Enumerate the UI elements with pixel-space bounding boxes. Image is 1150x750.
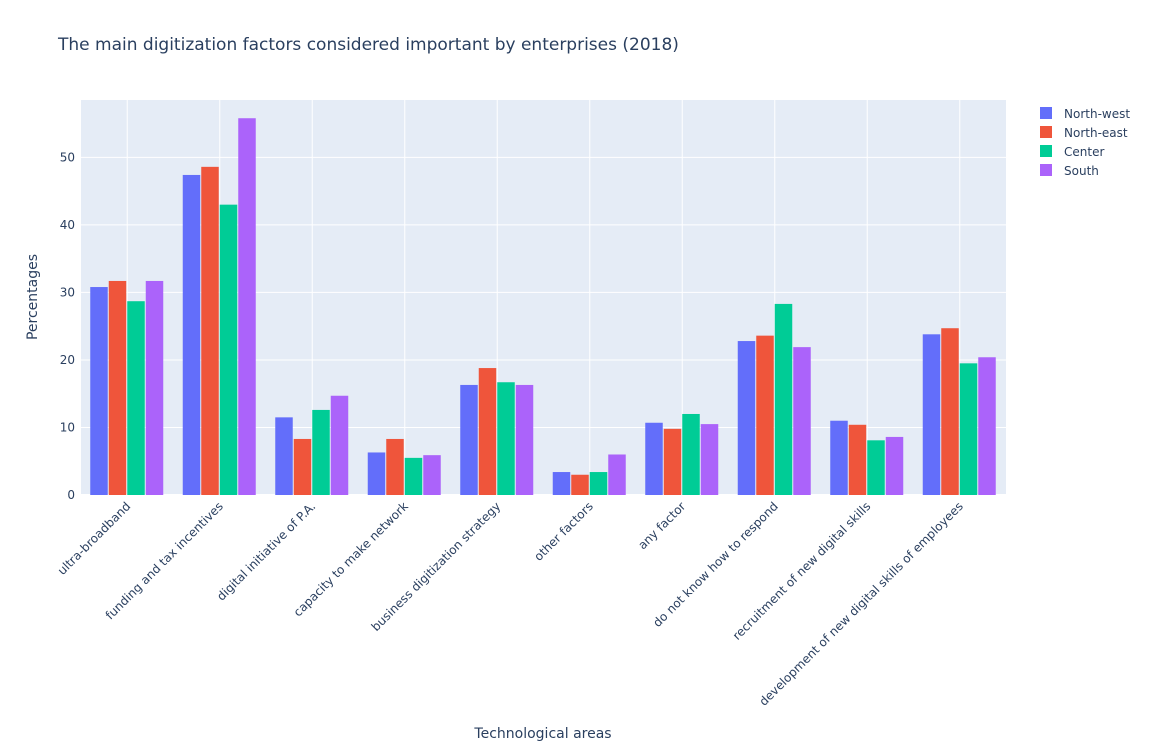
y-tick-label: 10 <box>60 420 75 434</box>
legend-swatch <box>1040 145 1052 157</box>
bar <box>589 472 608 495</box>
x-tick-label: other factors <box>531 499 595 563</box>
bar <box>330 395 349 495</box>
legend-label: North-west <box>1064 107 1130 121</box>
bar <box>145 280 164 495</box>
bar <box>182 174 201 495</box>
bar <box>793 347 811 495</box>
bar <box>275 417 293 495</box>
y-tick-label: 40 <box>60 218 75 232</box>
bar <box>90 287 108 495</box>
bar <box>867 440 885 495</box>
bar <box>737 341 756 495</box>
bar <box>238 118 256 495</box>
bar <box>959 363 978 495</box>
bar <box>885 436 904 495</box>
bar <box>830 420 848 495</box>
bar <box>404 457 423 495</box>
chart-title: The main digitization factors considered… <box>57 35 679 55</box>
legend-label: South <box>1064 164 1099 178</box>
bar <box>645 422 663 495</box>
bar <box>478 368 497 495</box>
legend-item[interactable]: North-west <box>1040 107 1130 121</box>
bar <box>848 424 867 495</box>
bar <box>312 409 330 495</box>
bar <box>682 413 700 495</box>
x-tick-label: digital initiative of P.A. <box>214 499 318 603</box>
bar <box>367 452 386 495</box>
x-axis-title: Technological areas <box>473 726 611 742</box>
bar <box>571 474 589 495</box>
bar <box>700 424 719 495</box>
legend[interactable]: North-west North-east Center South <box>1040 107 1130 178</box>
y-axis-title: Percentages <box>25 254 41 340</box>
bar <box>201 166 219 495</box>
bar <box>515 384 534 495</box>
y-tick-label: 0 <box>67 488 75 502</box>
bar <box>922 334 941 495</box>
bar <box>460 384 478 495</box>
bars <box>90 118 996 495</box>
bar <box>386 438 404 495</box>
bar <box>978 357 996 495</box>
legend-swatch <box>1040 164 1052 176</box>
bar <box>423 455 441 495</box>
y-tick-label: 50 <box>60 150 75 164</box>
bar <box>774 303 793 495</box>
legend-item[interactable]: South <box>1040 164 1099 178</box>
bar <box>756 335 774 495</box>
legend-swatch <box>1040 126 1052 138</box>
legend-item[interactable]: Center <box>1040 145 1104 159</box>
legend-swatch <box>1040 107 1052 119</box>
y-tick-label: 30 <box>60 285 75 299</box>
bar <box>663 428 682 495</box>
x-tick-label: ultra-broadband <box>55 499 134 578</box>
bar <box>941 328 959 495</box>
bar <box>293 438 312 495</box>
bar <box>219 204 238 495</box>
legend-item[interactable]: North-east <box>1040 126 1128 140</box>
y-tick-label: 20 <box>60 353 75 367</box>
bar <box>127 301 145 495</box>
bar <box>497 382 515 495</box>
bar <box>552 472 571 495</box>
bar <box>108 280 127 495</box>
legend-label: Center <box>1064 145 1104 159</box>
x-tick-label: any factor <box>635 499 688 552</box>
y-axis-ticks: 0 10 20 30 40 50 <box>60 150 75 502</box>
x-tick-label: development of new digital skills of emp… <box>756 499 965 708</box>
legend-label: North-east <box>1064 126 1128 140</box>
bar <box>608 454 626 495</box>
